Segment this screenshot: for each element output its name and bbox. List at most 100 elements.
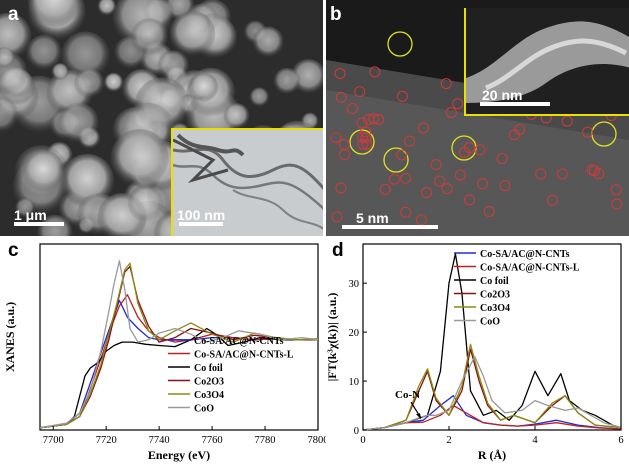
tem-nanotubes <box>173 130 323 236</box>
single-atom-marker <box>330 132 342 144</box>
single-atom-marker <box>415 214 427 226</box>
sem-particle <box>157 50 189 82</box>
x-tick-label: 7700 <box>43 435 64 446</box>
legend-label: Co3O4 <box>480 303 510 314</box>
single-atom-marker <box>400 172 412 184</box>
x-tick-label: 0 <box>360 435 365 446</box>
sem-particle <box>249 87 270 108</box>
legend-label: CoO <box>194 404 214 415</box>
y-tick-label: 0 <box>354 426 359 437</box>
panel-label-c: c <box>8 240 19 261</box>
plot-frame <box>39 243 319 431</box>
single-atom-marker <box>404 135 416 147</box>
sem-particle <box>189 72 219 103</box>
scale-label-inset: 100 nm <box>177 207 226 223</box>
sem-particle <box>26 34 62 71</box>
legend-label: Co-SA/AC@N-CNTs <box>480 249 570 260</box>
legend-label: Co foil <box>480 276 509 287</box>
x-axis-label: Energy (eV) <box>148 448 210 462</box>
cluster-marker <box>387 31 413 57</box>
single-atom-marker <box>331 211 343 223</box>
panel-a-sem-image: 100 nm 1 μm a <box>0 0 323 236</box>
series-line-2 <box>39 327 318 429</box>
x-axis-label: R (Å) <box>478 448 506 462</box>
single-atom-marker <box>339 149 351 161</box>
x-tick-label: 7760 <box>202 435 223 446</box>
y-tick-label: 20 <box>349 328 360 339</box>
sem-particle <box>0 47 16 69</box>
sem-particle <box>97 0 117 16</box>
legend-label: Co2O3 <box>480 290 510 301</box>
scale-label-main: 1 μm <box>14 207 47 223</box>
single-atom-marker <box>514 123 526 135</box>
single-atom-marker <box>396 90 408 102</box>
plot-frame <box>362 243 622 431</box>
y-axis-label: XANES (a.u.) <box>3 302 17 372</box>
sem-particle <box>130 18 169 56</box>
single-atom-marker <box>464 194 476 206</box>
single-atom-marker <box>556 168 568 180</box>
single-atom-marker <box>346 103 358 115</box>
single-atom-marker <box>452 98 464 110</box>
panel-label-d: d <box>332 240 344 261</box>
single-atom-marker <box>441 183 453 195</box>
stem-inset: 20 nm <box>464 8 629 116</box>
single-atom-marker <box>611 198 623 210</box>
sem-particle <box>103 72 124 93</box>
single-atom-marker <box>335 91 347 103</box>
sem-particle <box>74 68 105 99</box>
single-atom-marker <box>582 126 594 138</box>
legend-label: Co3O4 <box>194 390 224 401</box>
single-atom-marker <box>440 78 452 90</box>
panel-c-xanes-chart: 7700 7720 7740 7760 7780 7800 Energy (eV) XANES… <box>0 236 326 470</box>
cluster-marker <box>383 147 409 173</box>
cluster-marker <box>451 135 477 161</box>
panel-label-b: b <box>330 4 342 25</box>
panel-b-stem-image: 20 nm 5 nm b <box>326 0 629 236</box>
sem-particle <box>169 10 216 57</box>
single-atom-marker <box>400 206 412 218</box>
series-line-1 <box>362 404 622 431</box>
series-line-5 <box>39 260 319 429</box>
panel-label-a: a <box>8 4 19 25</box>
scale-bar-main <box>14 222 64 226</box>
sem-particle <box>252 26 284 58</box>
single-atom-marker <box>499 180 511 192</box>
single-atom-marker <box>335 182 347 194</box>
single-atom-marker <box>535 168 547 180</box>
legend: Co-SA/AC@N-CNTs Co-SA/AC@N-CNTs-L Co foil C… <box>168 336 294 415</box>
cluster-marker <box>349 129 375 155</box>
single-atom-marker <box>610 184 622 196</box>
x-tick-label: 7740 <box>149 435 170 446</box>
annotation-arrowhead <box>416 413 422 420</box>
sem-particle <box>0 96 19 134</box>
single-atom-marker <box>357 131 369 143</box>
legend-label: Co foil <box>194 363 223 374</box>
x-tick-label: 6 <box>618 435 623 446</box>
single-atom-marker <box>496 153 508 165</box>
sem-particle <box>51 63 69 81</box>
exafs-chart: 0 2 4 6 0 10 20 30 R (Å) |FT(k³χ(k))| (a.u.) Co-SA… <box>326 243 624 462</box>
single-atom-marker <box>354 86 366 98</box>
y-tick-label: 30 <box>349 279 360 290</box>
single-atom-marker <box>546 194 558 206</box>
single-atom-marker <box>459 146 471 158</box>
single-atom-marker <box>434 175 446 187</box>
single-atom-marker <box>360 126 372 138</box>
tem-inset: 100 nm <box>171 128 323 236</box>
sem-particle <box>127 186 164 222</box>
panel-d-exafs-chart: 0 2 4 6 0 10 20 30 R (Å) |FT(k³χ(k))| (a.u.) Co-SA… <box>326 236 629 470</box>
single-atom-marker <box>593 168 605 180</box>
single-atom-marker <box>445 107 457 119</box>
series-line-3 <box>39 265 318 429</box>
single-atom-marker <box>483 205 495 217</box>
single-atom-marker <box>454 169 466 181</box>
legend-label: Co-SA/AC@N-CNTs-L <box>480 263 580 274</box>
scale-bar-inset-b <box>480 102 550 106</box>
single-atom-marker <box>586 164 598 176</box>
single-atom-marker <box>417 122 429 134</box>
xanes-chart: 7700 7720 7740 7760 7780 7800 Energy (eV) XANES… <box>3 243 326 462</box>
sem-particle <box>15 198 35 218</box>
single-atom-marker <box>334 67 346 79</box>
sem-particle <box>110 129 169 188</box>
